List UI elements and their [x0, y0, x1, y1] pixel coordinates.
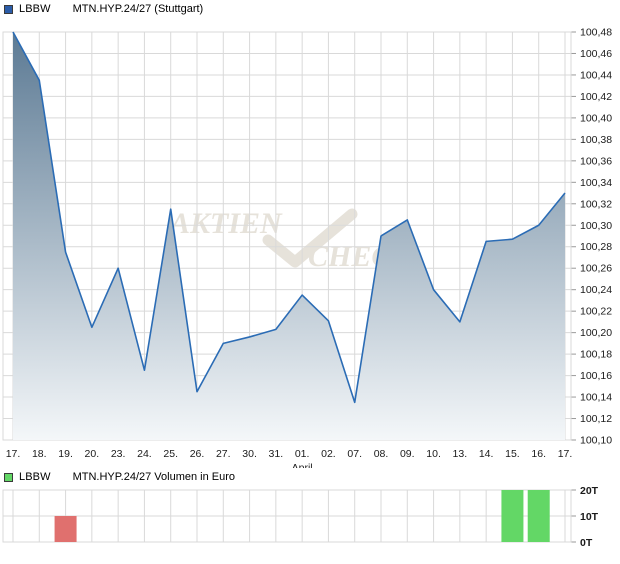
- svg-text:100,14: 100,14: [580, 392, 612, 404]
- svg-text:27.: 27.: [216, 448, 231, 460]
- svg-text:20T: 20T: [580, 486, 599, 497]
- volume-legend-row: LBBW MTN.HYP.24/27 Volumen in Euro: [0, 468, 620, 486]
- svg-text:08.: 08.: [374, 448, 389, 460]
- svg-text:100,30: 100,30: [580, 220, 612, 232]
- svg-text:April: April: [292, 462, 313, 468]
- svg-text:24.: 24.: [137, 448, 152, 460]
- svg-text:100,42: 100,42: [580, 91, 612, 103]
- svg-text:18.: 18.: [32, 448, 47, 460]
- svg-text:30.: 30.: [242, 448, 257, 460]
- price-legend-source: LBBW: [19, 3, 51, 15]
- svg-text:100,22: 100,22: [580, 306, 612, 318]
- price-legend-swatch: [4, 4, 13, 14]
- svg-text:19.: 19.: [58, 448, 73, 460]
- svg-text:100,24: 100,24: [580, 284, 612, 296]
- svg-text:100,36: 100,36: [580, 155, 612, 167]
- svg-text:100,18: 100,18: [580, 349, 612, 361]
- svg-text:26.: 26.: [190, 448, 205, 460]
- volume-legend-title: MTN.HYP.24/27 Volumen in Euro: [72, 471, 236, 483]
- svg-text:10.: 10.: [426, 448, 441, 460]
- svg-text:100,46: 100,46: [580, 48, 612, 60]
- svg-text:01.: 01.: [295, 448, 310, 460]
- svg-text:100,34: 100,34: [580, 177, 612, 189]
- volume-legend-source: LBBW: [19, 471, 51, 483]
- price-area-chart: AKTIENCHECK100,48100,46100,44100,42100,4…: [2, 27, 612, 468]
- svg-text:100,38: 100,38: [580, 134, 612, 146]
- svg-text:16.: 16.: [531, 448, 546, 460]
- svg-text:07.: 07.: [347, 448, 362, 460]
- svg-text:17.: 17.: [6, 448, 21, 460]
- svg-text:17.: 17.: [558, 448, 573, 460]
- svg-text:02.: 02.: [321, 448, 336, 460]
- svg-text:100,40: 100,40: [580, 112, 612, 124]
- svg-text:10T: 10T: [580, 511, 599, 523]
- price-legend-title: MTN.HYP.24/27 (Stuttgart): [72, 3, 204, 15]
- price-legend-row: LBBW MTN.HYP.24/27 (Stuttgart): [0, 0, 620, 18]
- svg-text:31.: 31.: [269, 448, 284, 460]
- svg-text:14.: 14.: [479, 448, 494, 460]
- svg-text:100,26: 100,26: [580, 263, 612, 275]
- volume-bar-chart: 20T 10T 0T: [2, 486, 599, 549]
- volume-legend-swatch: [4, 472, 13, 482]
- svg-text:100,20: 100,20: [580, 327, 612, 339]
- price-chart-panel: AKTIEN CHECK 100,48 100,46 100,44 100,42 100,4…: [0, 18, 620, 468]
- volume-chart-panel: 20T 10T 0T: [0, 486, 620, 564]
- svg-text:13.: 13.: [453, 448, 468, 460]
- svg-text:100,28: 100,28: [580, 241, 612, 253]
- svg-text:25.: 25.: [163, 448, 178, 460]
- svg-text:AKTIEN: AKTIEN: [168, 207, 283, 240]
- svg-text:100,12: 100,12: [580, 413, 612, 425]
- svg-text:09.: 09.: [400, 448, 415, 460]
- svg-text:100,32: 100,32: [580, 198, 612, 210]
- svg-text:20.: 20.: [85, 448, 100, 460]
- svg-text:100,48: 100,48: [580, 27, 612, 39]
- svg-text:100,44: 100,44: [580, 69, 612, 81]
- svg-text:100,16: 100,16: [580, 370, 612, 382]
- svg-text:15.: 15.: [505, 448, 520, 460]
- svg-text:100,10: 100,10: [580, 435, 612, 447]
- svg-text:23.: 23.: [111, 448, 126, 460]
- svg-text:0T: 0T: [580, 537, 593, 549]
